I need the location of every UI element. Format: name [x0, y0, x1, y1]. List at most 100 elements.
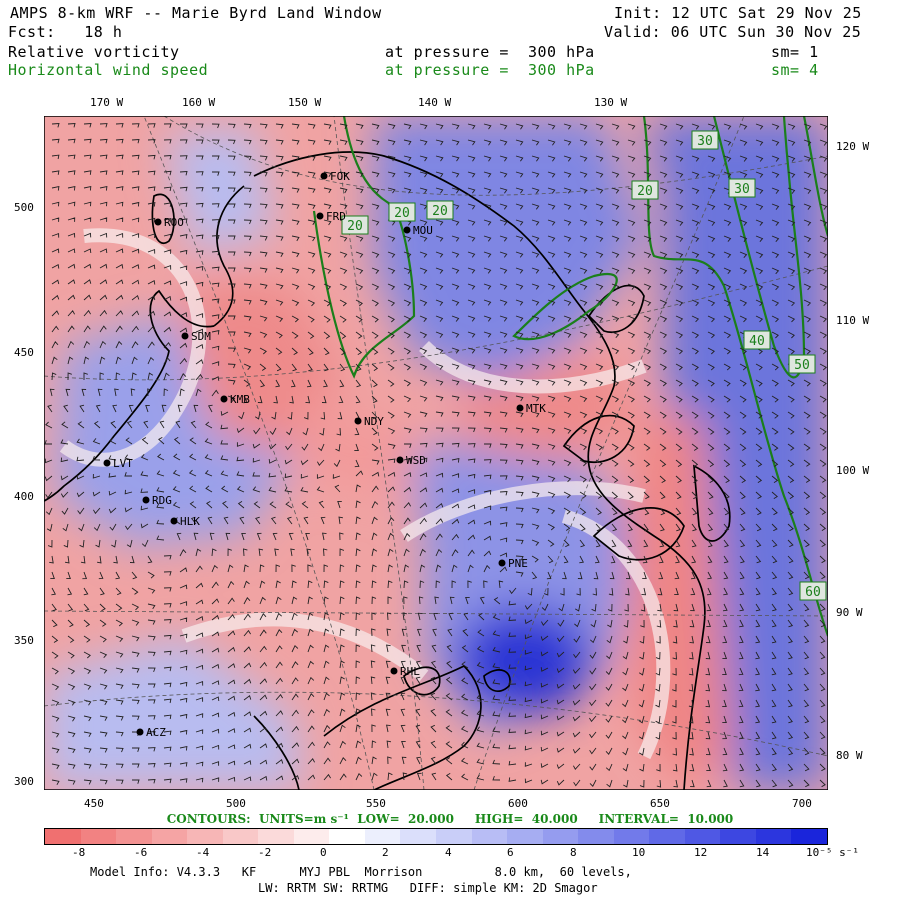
colorbar-swatch: [613, 829, 650, 844]
left-grid-label: 400: [14, 490, 34, 503]
coastline: [44, 151, 731, 790]
colorbar-swatch: [649, 829, 685, 844]
right-longitude-label: 120 W: [836, 140, 870, 153]
right-longitude-label: 90 W: [836, 606, 863, 619]
colorbar-swatch: [151, 829, 188, 844]
colorbar-swatch: [80, 829, 117, 844]
colorbar-tick-label: -4: [196, 846, 210, 859]
left-grid-label: 300: [14, 775, 34, 788]
colorbar-swatch: [791, 829, 828, 844]
top-longitude-label: 130 W: [594, 96, 628, 109]
contour-label-box: [631, 180, 659, 200]
bottom-grid-label: 600: [508, 797, 528, 810]
station-marker: [516, 404, 524, 412]
contour-label-box: [426, 200, 454, 220]
station-label: WSD: [406, 454, 426, 467]
forecast-hour: Fcst: 18 h: [8, 23, 123, 41]
station-label: RDG: [152, 494, 172, 507]
station-label: PNE: [508, 557, 528, 570]
station-marker: [136, 728, 144, 736]
bottom-grid-label: 450: [84, 797, 104, 810]
contour-label: 30: [697, 134, 713, 149]
colorbar-tick-label: 4: [445, 846, 452, 859]
station-marker: [316, 212, 324, 220]
bottom-grid-label: 550: [366, 797, 386, 810]
contour-label: 20: [394, 206, 410, 221]
left-grid-label: 500: [14, 201, 34, 214]
bottom-grid-label: 700: [792, 797, 812, 810]
contour-label: 20: [637, 184, 653, 199]
colorbar-tick-label: 0: [320, 846, 327, 859]
colorbar-swatch: [45, 829, 81, 844]
model-info: Model Info: V4.3.3 KF MYJ PBL Morrison 8…: [90, 865, 632, 879]
contour-label-box: [799, 581, 827, 601]
station-label: ROO: [164, 216, 184, 229]
station-label: SDM: [191, 330, 211, 343]
stations: FOK FRD MOU ROO SDM KMB NDY MTK WSD LVT RDG HLK PNE R…: [103, 170, 546, 739]
colorbar-tick-label: 8: [570, 846, 577, 859]
contour-label-box: [728, 178, 756, 198]
station-marker: [403, 226, 411, 234]
field-1-name: Relative vorticity: [8, 43, 180, 61]
station-label: LVT: [113, 457, 133, 470]
bottom-grid-label: 650: [650, 797, 670, 810]
colorbar-swatch: [684, 829, 721, 844]
contour-labels: 20 20 30 20 30 40 50 60 20: [341, 130, 827, 601]
physics-info: LW: RRTM SW: RRTMG DIFF: simple KM: 2D S…: [258, 881, 598, 895]
colorbar-swatch: [400, 829, 437, 844]
station-marker: [154, 218, 162, 226]
colorbar-swatch: [507, 829, 543, 844]
station-label: RHL: [400, 665, 420, 678]
colorbar-swatch: [258, 829, 294, 844]
valid-time: Valid: 06 UTC Sun 30 Nov 25: [604, 23, 862, 41]
colorbar-swatch: [471, 829, 508, 844]
colorbar-swatch: [542, 829, 579, 844]
colorbar-swatch: [436, 829, 472, 844]
colorbar-tick-label: -6: [134, 846, 148, 859]
colorbar-tick-label: 6: [507, 846, 514, 859]
station-marker: [320, 172, 328, 180]
bottom-grid-label: 500: [226, 797, 246, 810]
contour-label: 20: [432, 204, 448, 219]
station-label: ACZ: [146, 726, 166, 739]
contour-info: CONTOURS: UNITS=m s⁻¹ LOW= 20.000 HIGH= …: [166, 812, 734, 826]
station-label: FOK: [330, 170, 350, 183]
colorbar: [44, 828, 828, 845]
station-marker: [103, 459, 111, 467]
station-marker: [220, 395, 228, 403]
station-label: HLK: [180, 515, 200, 528]
station-marker: [390, 667, 398, 675]
top-longitude-label: 140 W: [418, 96, 452, 109]
wind-barbs: [44, 123, 828, 788]
top-longitude-label: 170 W: [90, 96, 124, 109]
top-longitude-label: 150 W: [288, 96, 322, 109]
vorticity-wind-map: 20 20 30 20 30 40 50 60 20 FOK FRD MOU ROO SDM KMB NDY…: [44, 116, 828, 790]
contour-label-box: [388, 202, 416, 222]
vorticity-shading: [44, 116, 828, 790]
top-longitude-label: 160 W: [182, 96, 216, 109]
station-marker: [354, 417, 362, 425]
station-marker: [142, 496, 150, 504]
field-1-smooth: sm= 1: [771, 43, 819, 61]
colorbar-tick-label: -8: [72, 846, 86, 859]
colorbar-swatch: [116, 829, 152, 844]
contour-label-box: [691, 130, 719, 150]
station-label: NDY: [364, 415, 384, 428]
left-grid-label: 350: [14, 634, 34, 647]
station-marker: [181, 332, 189, 340]
station-marker: [498, 559, 506, 567]
colorbar-tick-label: -2: [258, 846, 272, 859]
contour-label: 20: [347, 219, 363, 234]
station-label: MOU: [413, 224, 433, 237]
field-2-name: Horizontal wind speed: [8, 61, 209, 79]
station-label: FRD: [326, 210, 346, 223]
station-marker: [170, 517, 178, 525]
contour-label-box: [743, 330, 771, 350]
contour-label: 50: [794, 358, 810, 373]
wind-barb-set: [44, 123, 828, 788]
right-longitude-label: 80 W: [836, 749, 863, 762]
station-label: MTK: [526, 402, 546, 415]
colorbar-swatch: [755, 829, 792, 844]
colorbar-swatch: [187, 829, 223, 844]
